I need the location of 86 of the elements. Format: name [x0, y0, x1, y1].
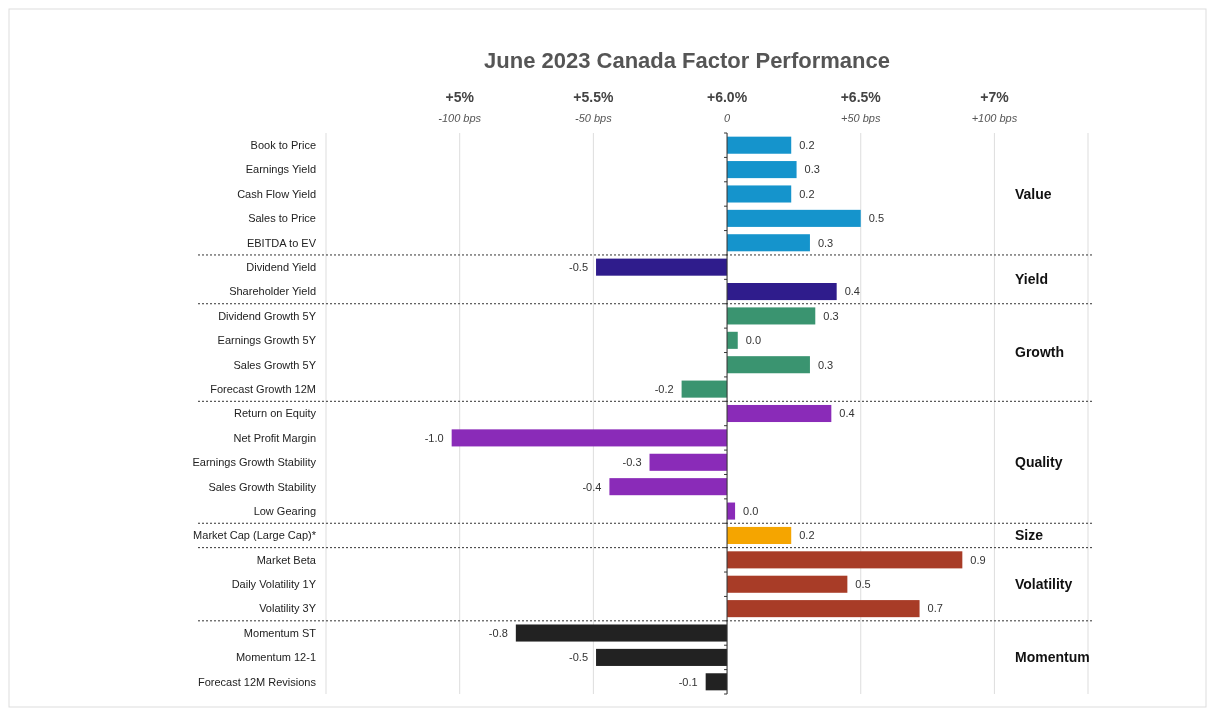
data-label: -0.4: [582, 480, 602, 493]
x-tick-label: +5%: [445, 89, 475, 105]
bar: [609, 478, 728, 496]
data-label: -0.5: [569, 261, 589, 273]
y-tick-label: Sales Growth 5Y: [233, 358, 317, 371]
data-label: 0.0: [745, 334, 762, 347]
y-tick-label: Market Cap (Large Cap)*: [193, 529, 317, 542]
data-label: 0.4: [844, 285, 860, 298]
y-tick-label: Daily Volatility 1Y: [231, 578, 317, 591]
data-label: 0.2: [799, 187, 815, 200]
x2-tick-label: 0: [723, 112, 731, 124]
x-tick-label: +6.5%: [840, 89, 882, 105]
x-tick-label: +5.5%: [573, 89, 614, 105]
bar: [727, 575, 848, 593]
bar: [727, 283, 837, 301]
bar: [727, 331, 738, 349]
annotation: Yield: [1015, 271, 1048, 288]
data-label: 0.0: [743, 504, 759, 517]
y-tick-label: Momentum 12-1: [235, 651, 316, 664]
data-label: 0.5: [855, 578, 871, 591]
bar: [727, 234, 810, 252]
y-tick-label: Earnings Growth Stability: [192, 456, 317, 469]
annotation: Value: [1015, 185, 1052, 202]
bar: [596, 258, 728, 276]
bar: [705, 673, 728, 691]
y-tick-label: Sales Growth Stability: [208, 480, 317, 493]
y-tick-label: Return on Equity: [234, 407, 317, 420]
y-tick-label: Dividend Yield: [246, 261, 316, 273]
data-label: 0.3: [817, 358, 834, 371]
data-label: 0.3: [804, 163, 820, 176]
data-label: 0.3: [823, 309, 839, 322]
bar: [727, 209, 861, 227]
y-tick-label: Forecast Growth 12M: [210, 382, 316, 395]
data-label: -0.5: [569, 651, 589, 664]
data-label: 0.2: [799, 529, 815, 542]
bar: [649, 453, 728, 471]
y-tick-label: Earnings Yield: [245, 163, 316, 176]
y-tick-label: Low Gearing: [253, 504, 316, 517]
x-tick-label: +7%: [980, 89, 1010, 105]
bar: [727, 136, 792, 154]
annotation: Momentum: [1015, 649, 1090, 666]
y-tick-label: Book to Price: [250, 139, 316, 152]
bar: [727, 307, 816, 325]
data-label: -0.8: [488, 626, 508, 639]
chart-title: June 2023 Canada Factor Performance: [484, 48, 890, 73]
bar: [727, 404, 832, 423]
data-label: 0.4: [839, 407, 855, 420]
y-tick-label: Volatility 3Y: [259, 602, 317, 615]
y-tick-label: Market Beta: [256, 553, 317, 566]
x2-tick-label: -50 bps: [575, 112, 613, 124]
x2-tick-label: +100 bps: [971, 112, 1018, 124]
y-tick-label: Momentum ST: [243, 626, 317, 639]
bar: [727, 185, 792, 203]
y-tick-label: Forecast 12M Revisions: [198, 675, 317, 688]
data-label: -0.3: [622, 456, 642, 469]
bar: [596, 648, 728, 666]
bar: [515, 624, 728, 642]
y-tick-label: EBITDA to EV: [246, 236, 317, 249]
y-tick-label: Dividend Growth 5Y: [218, 309, 317, 322]
bar: [727, 600, 920, 618]
y-tick-label: Cash Flow Yield: [237, 187, 316, 200]
bar: [727, 356, 810, 374]
annotation: Size: [1015, 527, 1044, 544]
data-label: -0.2: [654, 382, 674, 395]
y-tick-label: Sales to Price: [248, 212, 316, 225]
data-label: 0.2: [799, 139, 815, 152]
x-tick-label: +6.0%: [707, 89, 748, 105]
x2-tick-label: -100 bps: [438, 112, 482, 124]
annotation: Volatility: [1015, 576, 1073, 593]
annotation: Quality: [1015, 454, 1063, 471]
data-label: -1.0: [424, 431, 444, 444]
annotation: Growth: [1015, 344, 1064, 361]
data-label: 0.5: [868, 212, 885, 225]
bar: [727, 526, 792, 544]
data-label: 0.3: [817, 236, 834, 249]
bar: [727, 161, 797, 179]
data-label: 0.9: [970, 553, 986, 566]
y-tick-label: Earnings Growth 5Y: [217, 334, 317, 347]
x2-tick-label: +50 bps: [841, 112, 881, 124]
bar: [727, 551, 963, 569]
bar: [451, 429, 728, 447]
bar: [681, 380, 728, 398]
y-tick-label: Shareholder Yield: [229, 285, 316, 298]
y-tick-label: Net Profit Margin: [233, 431, 316, 444]
data-label: 0.7: [927, 602, 943, 615]
data-label: -0.1: [678, 675, 698, 688]
